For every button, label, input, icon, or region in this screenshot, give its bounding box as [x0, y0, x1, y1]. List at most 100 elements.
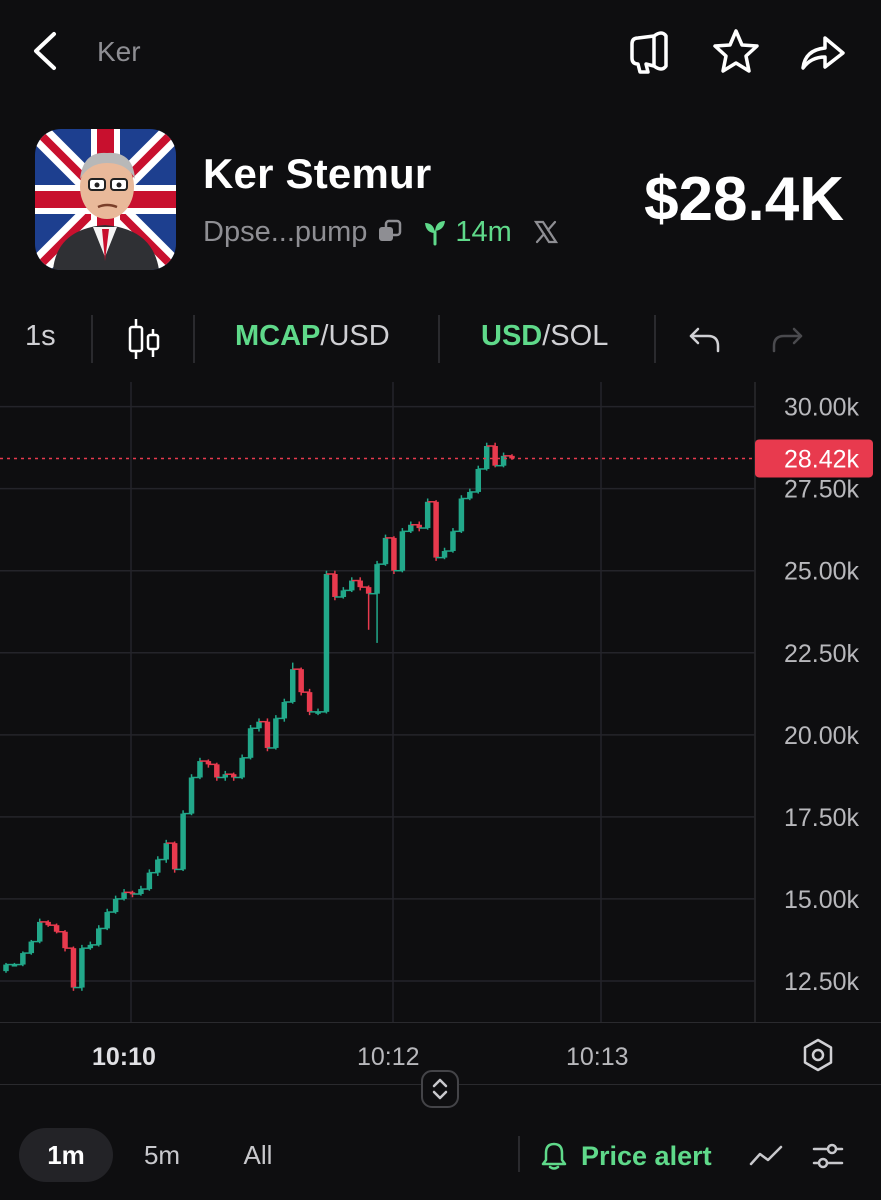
- x-social-icon[interactable]: [533, 220, 558, 244]
- candle-body: [155, 859, 161, 873]
- y-tick-label: 22.50k: [784, 640, 860, 668]
- candle-body: [492, 446, 498, 466]
- candle-body: [467, 491, 473, 499]
- undo-icon[interactable]: [688, 323, 722, 355]
- candle: [360, 585, 372, 630]
- y-tick-label: 27.50k: [784, 476, 860, 504]
- filter-sliders-icon[interactable]: [810, 1138, 846, 1174]
- candle: [81, 941, 94, 950]
- usd-highlight-label: USD: [481, 320, 543, 352]
- chart-grid: [0, 382, 756, 1022]
- candle-body: [62, 931, 68, 949]
- candle-body: [298, 669, 304, 693]
- candle: [132, 885, 144, 896]
- candle: [115, 889, 127, 901]
- bottom-divider: [518, 1136, 520, 1172]
- price-chart[interactable]: 30.00k 27.50k 25.00k 22.50k 20.00k 17.50k 15.0…: [0, 382, 881, 1022]
- candle: [233, 754, 245, 780]
- candle-body: [53, 925, 60, 932]
- redo-icon[interactable]: [770, 323, 804, 355]
- candle-body: [349, 580, 355, 591]
- candle-body: [340, 590, 347, 597]
- y-tick-label: 20.00k: [784, 722, 860, 750]
- candle-body: [247, 728, 254, 758]
- megaphone-icon[interactable]: [624, 26, 676, 76]
- toolbar-divider: [438, 315, 440, 363]
- candle-body: [163, 843, 169, 860]
- interval-5m-button[interactable]: 5m: [143, 1139, 181, 1170]
- candle-body: [104, 912, 110, 929]
- candle: [301, 688, 313, 716]
- candle-body: [391, 537, 397, 571]
- candle-body: [197, 761, 203, 778]
- interval-selector[interactable]: 1s: [25, 320, 56, 352]
- indicator-line-icon[interactable]: [748, 1138, 784, 1174]
- candle-body: [433, 501, 439, 558]
- candle: [452, 495, 465, 533]
- candlestick-icon[interactable]: [126, 317, 162, 361]
- candle-body: [441, 551, 448, 558]
- top-bar: Ker: [0, 0, 881, 100]
- candle-body: [458, 498, 465, 532]
- candle: [444, 528, 456, 553]
- candle: [31, 918, 43, 944]
- candle: [326, 570, 338, 601]
- interval-1m-button[interactable]: 1m: [19, 1128, 113, 1182]
- expand-collapse-icon: [432, 1078, 448, 1100]
- candle-body: [121, 892, 127, 899]
- candlestick-series: [3, 442, 515, 991]
- candle-body: [424, 501, 431, 529]
- candle: [402, 521, 414, 533]
- candle: [242, 724, 254, 760]
- breadcrumb: Ker: [97, 36, 141, 67]
- candle-body: [374, 564, 380, 594]
- expand-chart-button[interactable]: [421, 1070, 459, 1108]
- candle-body: [399, 531, 406, 571]
- candle-body: [500, 455, 507, 466]
- candle-body: [70, 948, 77, 988]
- share-arrow-icon[interactable]: [797, 26, 849, 76]
- star-icon[interactable]: [710, 26, 762, 76]
- candle-body: [45, 921, 51, 926]
- candle-body: [509, 455, 515, 459]
- copy-icon[interactable]: [377, 219, 403, 245]
- candle-body: [3, 964, 9, 972]
- sprout-icon: [425, 221, 446, 246]
- candle-body: [222, 774, 229, 778]
- chart-toolbar: 1s MCAP/USD USD/SOL: [0, 305, 881, 371]
- candle: [385, 536, 397, 574]
- bell-icon: [541, 1142, 567, 1170]
- token-age: 14m: [423, 215, 512, 249]
- candle: [469, 465, 482, 494]
- y-tick-label: 17.50k: [784, 804, 860, 832]
- candle-body: [146, 872, 153, 890]
- candle: [292, 667, 304, 696]
- time-tick: 10:12: [357, 1043, 420, 1071]
- candle-body: [450, 531, 456, 552]
- candle-body: [357, 580, 363, 588]
- price-alert-button[interactable]: Price alert: [539, 1136, 712, 1176]
- time-tick: 10:10: [92, 1043, 156, 1071]
- toolbar-divider: [654, 315, 656, 363]
- chart-settings-icon[interactable]: [800, 1037, 836, 1073]
- token-avatar[interactable]: [35, 129, 176, 270]
- candle-body: [239, 757, 245, 778]
- usd-sol-toggle[interactable]: USD/SOL: [481, 320, 608, 353]
- candle: [461, 488, 473, 501]
- candle: [14, 951, 26, 967]
- token-age-value: 14m: [455, 215, 512, 248]
- candle-body: [332, 574, 338, 597]
- chevron-left-icon[interactable]: [28, 28, 62, 74]
- interval-all-button[interactable]: All: [243, 1139, 273, 1170]
- candle-body: [365, 587, 372, 594]
- candle: [22, 939, 35, 955]
- sol-label: /SOL: [542, 320, 609, 352]
- token-avatar-image: [35, 129, 176, 270]
- candle: [343, 577, 355, 593]
- token-address: Dpse...pump: [203, 215, 368, 248]
- mcap-usd-toggle[interactable]: MCAP/USD: [235, 320, 390, 353]
- candle-body: [205, 761, 212, 765]
- candle: [486, 442, 498, 468]
- y-axis: 30.00k 27.50k 25.00k 22.50k 20.00k 17.50k 15.0…: [0, 394, 873, 996]
- candle-body: [79, 948, 85, 988]
